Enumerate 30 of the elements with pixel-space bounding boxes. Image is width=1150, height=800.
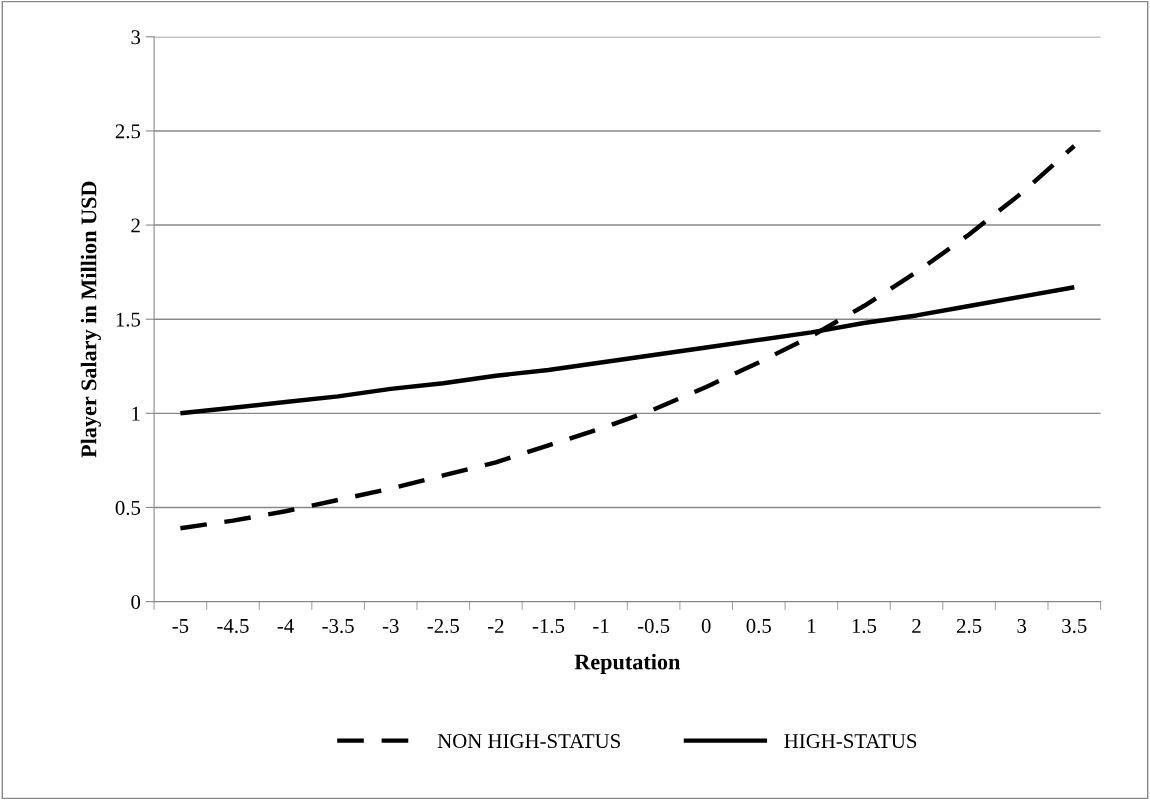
y-tick-label: 3	[131, 30, 141, 45]
x-tick-label: -1.5	[532, 618, 565, 634]
x-tick-label: -0.5	[637, 618, 670, 634]
y-tick-label: 0	[131, 594, 141, 610]
x-tick-label: 2.5	[956, 618, 982, 634]
y-tick-label: 0.5	[115, 500, 141, 515]
x-tick-label: 0	[701, 618, 711, 633]
y-tick-label: 2.5	[115, 124, 141, 139]
x-tick-label: 1	[807, 618, 816, 633]
x-tick-label: 0.5	[746, 618, 771, 634]
x-axis-title: Reputation	[574, 653, 681, 674]
y-axis-title: Player Salary in Million USD	[80, 181, 101, 458]
x-tick-label: 1.5	[852, 618, 877, 634]
line-series	[178, 143, 1077, 531]
x-tick-label: -4	[277, 619, 294, 633]
x-tick-label: -1	[593, 618, 609, 633]
x-tick-label: -5	[172, 619, 189, 633]
legend-label: HIGH-STATUS	[784, 734, 917, 749]
y-tick-label: 2	[131, 218, 140, 233]
x-tick-label: -3	[382, 618, 399, 633]
x-tick-label: -2	[487, 618, 504, 633]
y-tick-label: 1	[132, 406, 140, 421]
x-tick-label: -4.5	[217, 619, 249, 634]
x-tick-label: 3.5	[1062, 618, 1087, 634]
x-tick-label: 2	[912, 618, 921, 633]
legend-label: NON HIGH-STATUS	[437, 734, 620, 749]
x-tick-label: -3.5	[322, 618, 354, 634]
x-tick-label: -2.5	[427, 618, 459, 634]
x-tick-label: 3	[1017, 618, 1027, 633]
y-tick-label: 1.5	[116, 312, 141, 327]
